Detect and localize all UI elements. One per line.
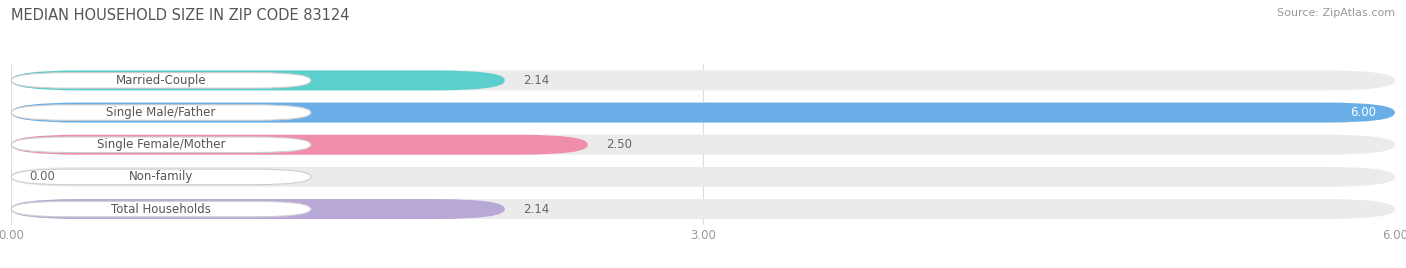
Text: 2.14: 2.14 (523, 203, 550, 215)
Text: 2.14: 2.14 (523, 74, 550, 87)
FancyBboxPatch shape (11, 167, 1395, 187)
FancyBboxPatch shape (11, 103, 1395, 122)
FancyBboxPatch shape (11, 103, 1395, 122)
Text: Source: ZipAtlas.com: Source: ZipAtlas.com (1277, 8, 1395, 18)
FancyBboxPatch shape (11, 135, 1395, 155)
Text: Married-Couple: Married-Couple (115, 74, 207, 87)
Text: Single Male/Father: Single Male/Father (107, 106, 215, 119)
FancyBboxPatch shape (11, 135, 588, 155)
FancyBboxPatch shape (11, 199, 505, 219)
Text: 6.00: 6.00 (1350, 106, 1376, 119)
Text: 2.50: 2.50 (606, 138, 633, 151)
Text: 0.00: 0.00 (30, 170, 56, 183)
FancyBboxPatch shape (11, 199, 1395, 219)
FancyBboxPatch shape (11, 105, 311, 120)
Text: Non-family: Non-family (129, 170, 193, 183)
FancyBboxPatch shape (11, 137, 311, 152)
Text: Single Female/Mother: Single Female/Mother (97, 138, 225, 151)
Text: Total Households: Total Households (111, 203, 211, 215)
FancyBboxPatch shape (11, 201, 311, 217)
FancyBboxPatch shape (11, 169, 311, 185)
FancyBboxPatch shape (11, 70, 505, 90)
FancyBboxPatch shape (11, 70, 1395, 90)
FancyBboxPatch shape (11, 73, 311, 88)
Text: MEDIAN HOUSEHOLD SIZE IN ZIP CODE 83124: MEDIAN HOUSEHOLD SIZE IN ZIP CODE 83124 (11, 8, 350, 23)
